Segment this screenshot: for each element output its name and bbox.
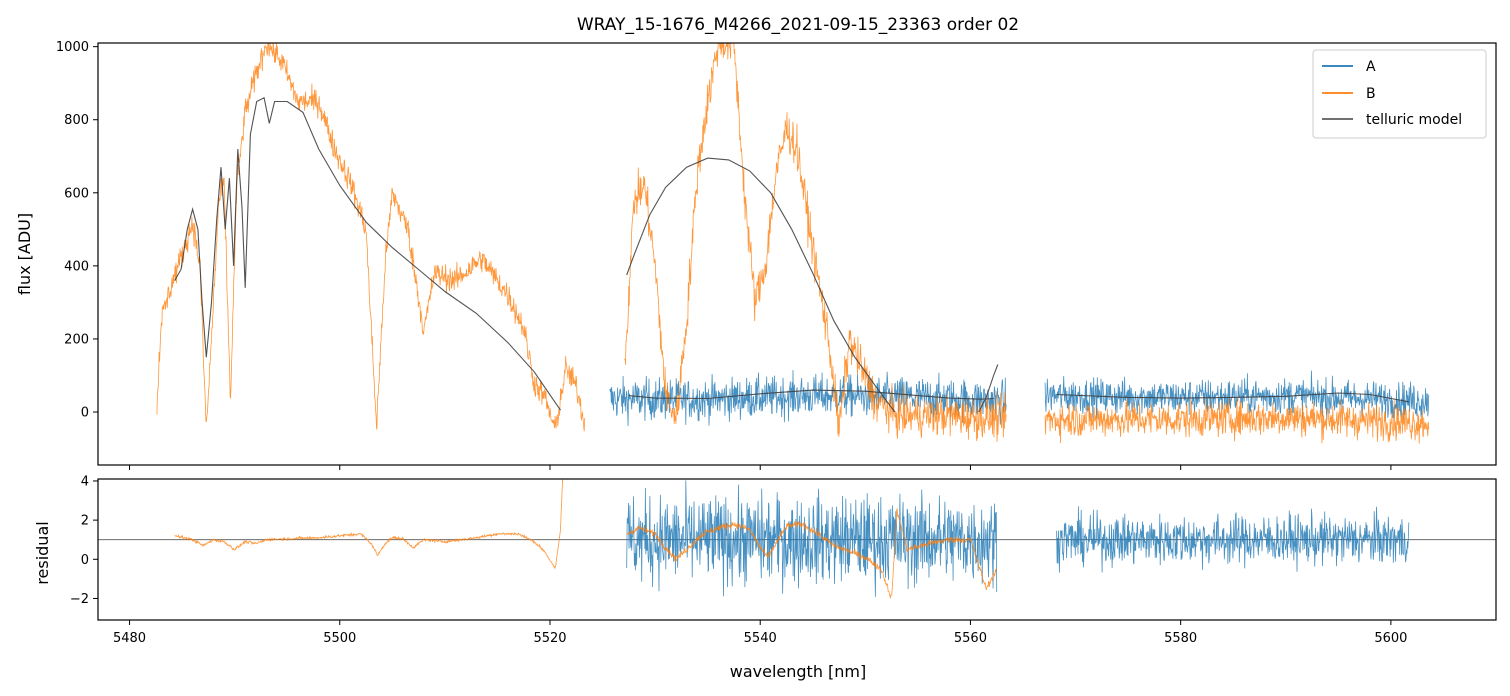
- top-series-b-segment-1: [624, 43, 1007, 442]
- top-ytick-label-1000: 1000: [56, 40, 89, 55]
- bottom-series-a-segment-0: [626, 480, 998, 597]
- top-series-telluric-model-segment-2: [628, 389, 994, 400]
- top-series-telluric-model-segment-3: [978, 364, 999, 413]
- legend-label-a: A: [1366, 59, 1376, 75]
- bottom-xtick-label-5540: 5540: [744, 631, 777, 646]
- bottom-xtick-label-5480: 5480: [113, 631, 146, 646]
- top-ytick-label-800: 800: [64, 113, 89, 128]
- top-series-b-segment-0: [156, 43, 586, 432]
- top-ytick-label-600: 600: [64, 186, 89, 201]
- legend-label-model: telluric model: [1366, 112, 1462, 128]
- legend-box: [1312, 49, 1487, 139]
- residual-axes-frame: [97, 478, 1497, 621]
- flux-ticks: 0 200 400 600 800 1000: [56, 40, 1392, 470]
- top-series-telluric-model-segment-1: [626, 157, 896, 413]
- bottom-series-a-segment-1: [1056, 506, 1410, 573]
- bottom-ytick-label-4: 4: [81, 474, 89, 489]
- top-ytick-label-400: 400: [64, 259, 89, 274]
- flux-plot-area: [156, 43, 1430, 444]
- bottom-xtick-label-5580: 5580: [1164, 631, 1197, 646]
- flux-panel: 0 200 400 600 800 1000 flux [ADU] A B telluri…: [15, 40, 1497, 470]
- bottom-ytick-label-0: 0: [81, 553, 89, 568]
- top-ytick-label-200: 200: [64, 332, 89, 347]
- bottom-xtick-label-5520: 5520: [533, 631, 566, 646]
- residual-plot-area: [98, 479, 1496, 599]
- bottom-series-b-segment-1: [626, 507, 998, 599]
- top-ytick-label-0: 0: [81, 406, 89, 421]
- bottom-xtick-label-5600: 5600: [1374, 631, 1407, 646]
- flux-axes-frame: [97, 42, 1497, 466]
- top-series-telluric-model-segment-0: [174, 96, 561, 411]
- residual-ylabel: residual: [33, 521, 52, 584]
- residual-panel: 5480 5500 5520 5540 5560 5580 5600 −2 0 2 4 residu…: [33, 474, 1497, 681]
- xlabel: wavelength [nm]: [730, 662, 867, 681]
- bottom-ytick-label-2: 2: [81, 514, 89, 529]
- legend-label-b: B: [1366, 86, 1376, 102]
- residual-ticks: 5480 5500 5520 5540 5560 5580 5600 −2 0 2 4: [70, 474, 1408, 646]
- bottom-ytick-label--2: −2: [70, 592, 89, 607]
- top-series-a-segment-0: [609, 370, 1007, 427]
- top-series-telluric-model-segment-4: [1056, 392, 1409, 403]
- top-series-b-segment-2: [1044, 396, 1430, 444]
- figure-title: WRAY_15-1676_M4266_2021-09-15_23363 orde…: [577, 15, 1019, 35]
- flux-ylabel: flux [ADU]: [15, 213, 34, 295]
- legend: A B telluric model: [1312, 49, 1487, 139]
- bottom-xtick-label-5500: 5500: [323, 631, 356, 646]
- bottom-xtick-label-5560: 5560: [954, 631, 987, 646]
- bottom-series-b-segment-0: [174, 479, 563, 570]
